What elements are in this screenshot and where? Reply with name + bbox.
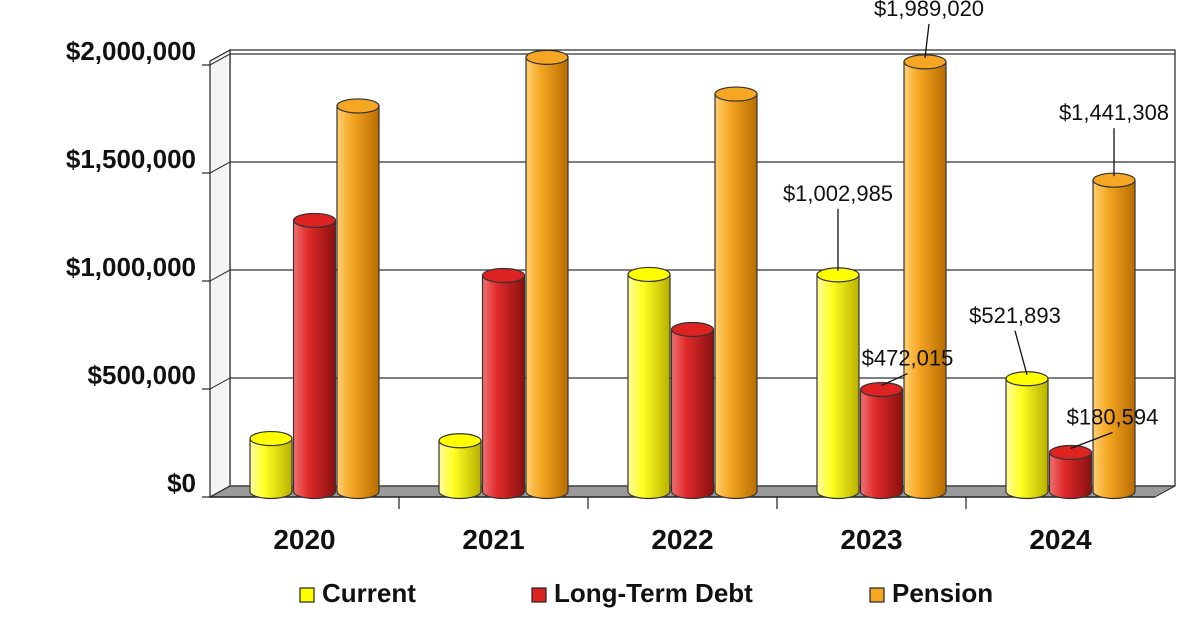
data-label: $1,989,020 [874, 0, 984, 21]
y-tick-label: $1,500,000 [66, 144, 196, 174]
gridline-side [209, 269, 231, 282]
axes: $0 $500,000 $1,000,000 $1,500,000 $2,000,000… [66, 36, 1155, 555]
x-tick-label: 2020 [273, 524, 335, 555]
bar-top [249, 430, 293, 447]
side-wall [209, 48, 231, 499]
bar-top [438, 433, 482, 449]
y-tick-label: $1,000,000 [66, 252, 196, 282]
bars [249, 49, 1136, 500]
y-tick-label: $2,000,000 [66, 36, 196, 66]
bar-top [292, 212, 337, 229]
bar-top [670, 321, 715, 338]
legend-swatch [531, 587, 547, 603]
legend-item-label: Pension [892, 578, 993, 608]
data-label: $1,441,308 [1059, 100, 1169, 125]
bar [1048, 451, 1093, 500]
gridline-side [209, 377, 231, 390]
bar [714, 93, 758, 500]
leader-line [881, 372, 908, 387]
data-label: $1,002,985 [783, 181, 893, 206]
x-tick-label: 2021 [462, 524, 524, 555]
data-label: $521,893 [969, 303, 1061, 328]
bar [336, 105, 380, 500]
bar-top [1005, 371, 1049, 387]
bar [1005, 378, 1049, 500]
legend-item-label: Long-Term Debt [554, 578, 753, 608]
gridline-side [209, 53, 231, 66]
bar [1092, 179, 1136, 500]
bar [627, 273, 671, 500]
bar-top [336, 98, 380, 114]
x-tick-label: 2023 [840, 524, 902, 555]
x-tick-label: 2022 [651, 524, 713, 555]
bar [670, 328, 715, 500]
legend-item-label: Current [322, 578, 416, 608]
bar [525, 56, 569, 500]
bar [903, 61, 947, 500]
leader-line [1070, 431, 1113, 450]
bar [438, 440, 482, 500]
gridline-side [209, 485, 231, 498]
bar-top [481, 267, 526, 284]
legend: Current Long-Term Debt Pension [299, 578, 993, 608]
leader-line [924, 23, 930, 58]
bar [816, 274, 860, 500]
x-tick-label: 2024 [1029, 524, 1092, 555]
data-label: $180,594 [1067, 404, 1159, 429]
bar [481, 274, 526, 500]
leader-line [1014, 330, 1028, 375]
y-tick-label: $500,000 [88, 360, 196, 390]
bar [249, 437, 293, 500]
bar-top [714, 86, 758, 102]
bar [859, 388, 904, 500]
bar-top [525, 49, 569, 65]
y-tick-label: $0 [167, 468, 196, 498]
legend-swatch [299, 587, 315, 603]
bar-top [627, 266, 671, 283]
bar-top [1048, 444, 1093, 461]
legend-swatch [869, 587, 885, 603]
gridline-side [209, 161, 231, 174]
bar-top [859, 381, 904, 398]
data-labels: $1,002,985 $521,893 $472,015 $180,594 $1,989… [783, 0, 1169, 450]
bar [292, 219, 337, 500]
data-label: $472,015 [862, 346, 954, 371]
